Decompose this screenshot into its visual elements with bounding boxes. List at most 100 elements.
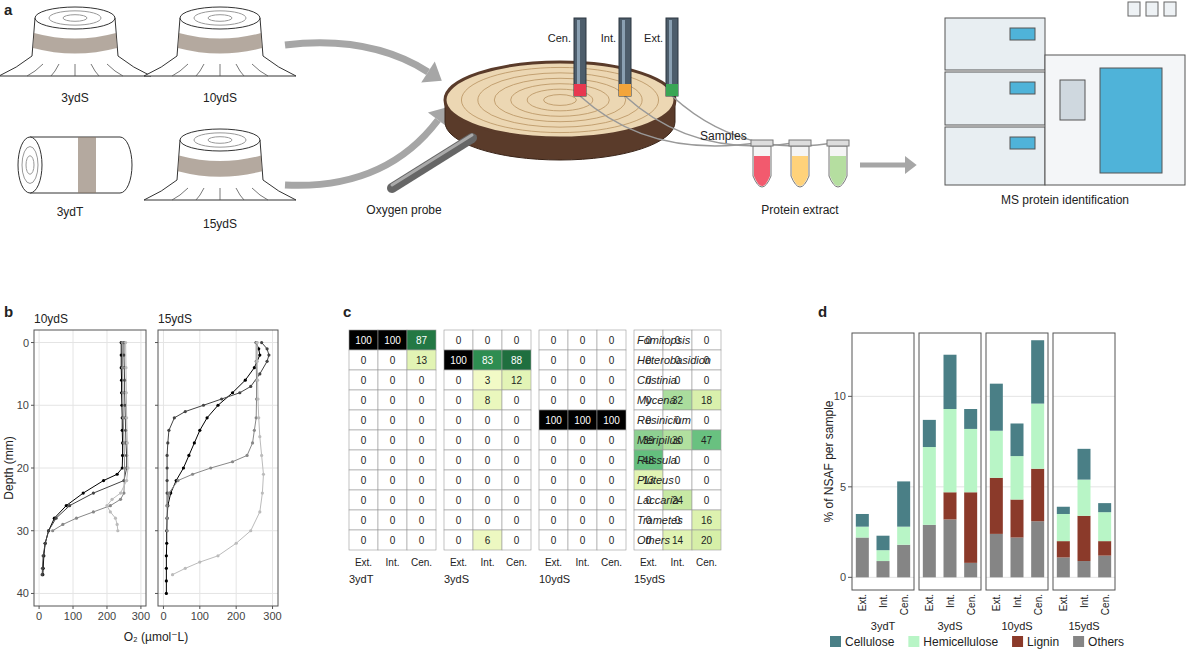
- profile-point: [167, 491, 170, 494]
- stump-icon: [144, 7, 296, 76]
- heat-cell: [502, 490, 531, 510]
- profile-point: [41, 573, 44, 576]
- ring: [194, 11, 246, 25]
- profile-point: [116, 473, 119, 476]
- group-label: 3ydS: [444, 573, 469, 585]
- tick-label: 5: [840, 481, 846, 493]
- cell-label: 100: [450, 355, 467, 366]
- bar-segment: [990, 431, 1003, 478]
- cell-label: 100: [574, 415, 591, 426]
- profile-point: [265, 360, 268, 363]
- heat-cell: [349, 490, 378, 510]
- cell-label: 0: [456, 535, 462, 546]
- bar-group: [923, 355, 977, 578]
- probe-position: Ext.: [644, 32, 663, 44]
- profile-point: [165, 542, 168, 545]
- tick: [155, 530, 158, 531]
- heat-cell: [692, 330, 721, 350]
- cell-label: 0: [551, 355, 557, 366]
- grid-line: [158, 468, 278, 469]
- profile-point: [202, 404, 205, 407]
- plot-bg: [986, 333, 1048, 590]
- panel-label: b: [4, 303, 13, 320]
- bar-segment: [897, 527, 910, 545]
- profile-point: [109, 504, 112, 507]
- heat-cell: [444, 530, 473, 550]
- tick: [199, 606, 200, 609]
- tick-label: 0: [160, 610, 166, 622]
- stump-top: [180, 129, 260, 151]
- panel-title: 10ydS: [34, 312, 68, 326]
- root: [252, 64, 268, 76]
- connector: [625, 96, 800, 146]
- cell-label: 0: [456, 415, 462, 426]
- profile-point: [44, 542, 47, 545]
- profile-point: [176, 479, 179, 482]
- connector: [672, 96, 838, 146]
- profile-point: [260, 341, 263, 344]
- arrow: [860, 156, 917, 174]
- root: [196, 64, 204, 76]
- cell-label: 0: [580, 435, 586, 446]
- cell-label: 18: [701, 395, 713, 406]
- plot-frame: [852, 333, 914, 590]
- profile-line: [43, 343, 123, 575]
- profile-point: [51, 529, 54, 532]
- heat-cell: [502, 470, 531, 490]
- bar-segment: [923, 525, 936, 577]
- profile-point: [122, 416, 125, 419]
- category-label: Cen.: [899, 594, 910, 615]
- cell-label: 0: [419, 395, 425, 406]
- bar-segment: [990, 384, 1003, 431]
- category-label: Int.: [945, 594, 956, 608]
- cell-label: 0: [580, 475, 586, 486]
- heat-cell: [597, 410, 626, 430]
- cell-label: 0: [551, 515, 557, 526]
- cell-label: 0: [580, 355, 586, 366]
- sampler-tip: [619, 84, 631, 96]
- cell-label: 0: [419, 495, 425, 506]
- bar-segment: [1098, 512, 1111, 541]
- profile-point: [165, 529, 168, 532]
- bar-segment: [944, 355, 957, 409]
- cell-label: 0: [704, 335, 710, 346]
- ms-label: MS protein identification: [1001, 193, 1129, 207]
- module-window: [1010, 137, 1035, 149]
- heat-cell: [597, 430, 626, 450]
- root: [196, 188, 204, 200]
- profile-point: [102, 479, 105, 482]
- profile-point: [231, 391, 234, 394]
- cell-label: 0: [704, 455, 710, 466]
- tick-label: 300: [132, 610, 150, 622]
- heat-cell: [444, 390, 473, 410]
- log-body: [30, 137, 132, 193]
- cell-label: 0: [456, 515, 462, 526]
- cell-label: 0: [704, 475, 710, 486]
- heat-cell: [473, 530, 502, 550]
- ring: [63, 15, 87, 22]
- category-label: Cen.: [1100, 594, 1111, 615]
- bottle: [1146, 2, 1158, 16]
- cell-label: 0: [580, 535, 586, 546]
- heat-cell: [407, 430, 436, 450]
- category-label: Int.: [1012, 594, 1023, 608]
- plot-bg: [158, 330, 278, 606]
- cell-label: 100: [384, 335, 401, 346]
- cell-label: 0: [551, 495, 557, 506]
- profile-point: [124, 366, 127, 369]
- row-label: Trametes: [637, 514, 683, 526]
- heat-cell: [692, 510, 721, 530]
- ms-panel: [1100, 68, 1162, 173]
- cell-label: 0: [361, 475, 367, 486]
- profile-point: [165, 479, 168, 482]
- bar-segment: [1031, 521, 1044, 577]
- sample-band: [178, 156, 262, 177]
- column-label: Cen.: [506, 557, 527, 568]
- profile-point: [216, 554, 219, 557]
- heat-cell: [597, 330, 626, 350]
- stump-label: 15ydS: [203, 217, 237, 231]
- profile-point: [165, 529, 168, 532]
- heat-cell: [692, 370, 721, 390]
- tick: [31, 342, 34, 343]
- profile-point: [173, 416, 176, 419]
